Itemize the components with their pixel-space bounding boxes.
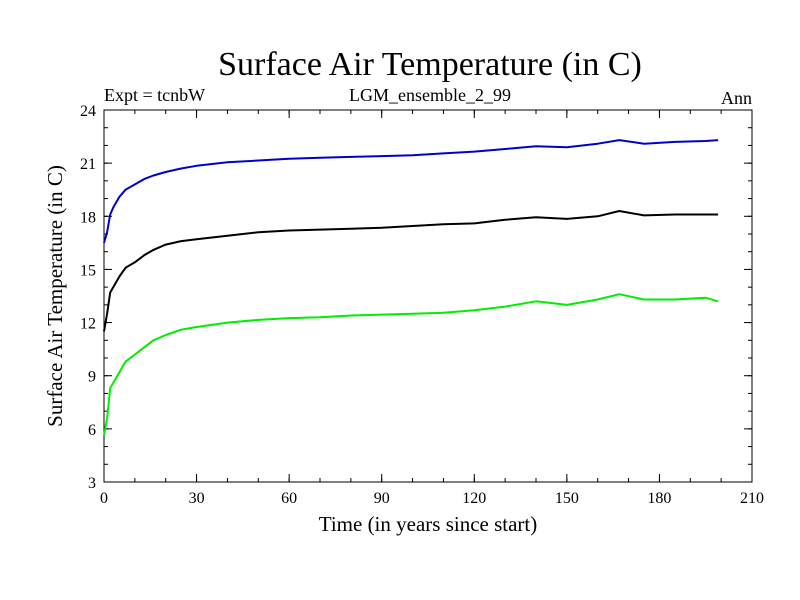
y-tick-label: 24 [80, 103, 96, 120]
x-tick-label: 210 [740, 490, 764, 507]
x-tick-label: 180 [647, 490, 671, 507]
y-tick-label: 6 [88, 422, 96, 439]
series-line-middle [103, 210, 719, 332]
x-tick-label: 30 [189, 490, 205, 507]
x-tick-label: 90 [374, 490, 390, 507]
x-tick-label: 0 [100, 490, 108, 507]
period-label: Ann [721, 88, 752, 108]
x-axis-label: Time (in years since start) [319, 512, 538, 536]
y-tick-label: 18 [80, 209, 96, 226]
x-tick-label: 150 [555, 490, 579, 507]
x-tick-label: 60 [281, 490, 297, 507]
y-tick-label: 21 [80, 156, 96, 173]
experiment-label: Expt = tcnbW [104, 85, 205, 105]
series-line-lower [103, 293, 719, 437]
y-axis-label: Surface Air Temperature (in C) [43, 165, 67, 427]
x-tick-label: 120 [462, 490, 486, 507]
axis-ticks: 0 30 60 90 120 150 180 210 3 6 9 12 15 18 21 24 [80, 103, 764, 507]
y-tick-label: 15 [80, 262, 96, 279]
y-tick-label: 3 [88, 475, 96, 492]
chart-title: Surface Air Temperature (in C) [218, 46, 642, 83]
y-tick-label: 9 [88, 369, 96, 386]
series-line-upper [103, 139, 719, 244]
series-lines [103, 139, 719, 437]
y-tick-label: 12 [80, 316, 96, 333]
ensemble-label: LGM_ensemble_2_99 [349, 85, 511, 105]
plot-frame [103, 109, 753, 483]
